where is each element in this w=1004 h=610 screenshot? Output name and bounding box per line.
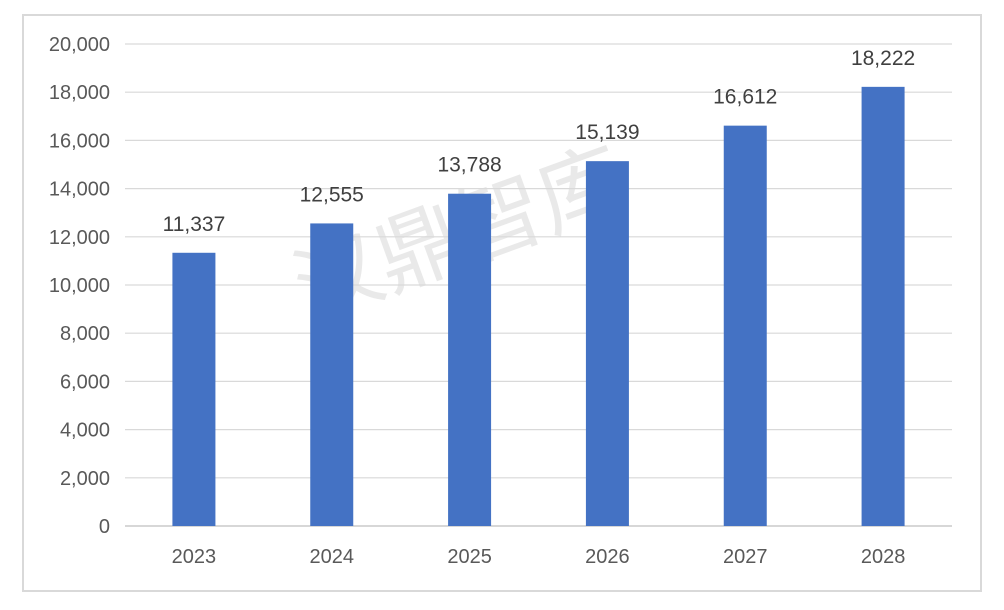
x-tick-label: 2027 <box>723 546 768 568</box>
y-tick-label: 18,000 <box>49 82 110 104</box>
y-tick-label: 2,000 <box>60 468 110 490</box>
y-tick-label: 0 <box>99 516 110 538</box>
gridlines <box>125 43 952 527</box>
y-tick-label: 12,000 <box>49 227 110 249</box>
data-labels: 11,337 12,555 13,788 15,139 16,612 18,222 <box>163 47 916 236</box>
bar-2027 <box>723 125 767 526</box>
y-axis-ticks: 0 2,000 4,000 6,000 8,000 10,000 12,000 14,000 1… <box>49 34 110 538</box>
x-tick-label: 2026 <box>585 546 630 568</box>
data-label-2026: 15,139 <box>575 121 639 144</box>
bar-2026 <box>585 161 629 527</box>
x-axis-ticks: 2023 2024 2025 2026 2027 2028 <box>172 546 906 568</box>
bar-2028 <box>861 86 905 527</box>
y-tick-label: 14,000 <box>49 179 110 201</box>
y-tick-label: 20,000 <box>49 34 110 56</box>
data-label-2023: 11,337 <box>163 213 226 236</box>
bar-2023 <box>172 252 216 526</box>
data-label-2027: 16,612 <box>713 86 777 109</box>
x-tick-label: 2024 <box>310 546 355 568</box>
y-tick-label: 10,000 <box>49 275 110 297</box>
x-tick-label: 2028 <box>861 546 906 568</box>
bar-2024 <box>310 223 354 526</box>
data-label-2028: 18,222 <box>851 47 915 70</box>
y-tick-label: 8,000 <box>60 323 110 345</box>
y-tick-label: 6,000 <box>60 371 110 393</box>
y-tick-label: 4,000 <box>60 420 110 442</box>
bar-2025 <box>448 193 492 526</box>
y-tick-label: 16,000 <box>49 130 110 152</box>
x-tick-label: 2025 <box>447 546 492 568</box>
bars <box>172 86 905 527</box>
data-label-2024: 12,555 <box>300 183 364 206</box>
x-tick-label: 2023 <box>172 546 217 568</box>
data-label-2025: 13,788 <box>437 154 501 177</box>
